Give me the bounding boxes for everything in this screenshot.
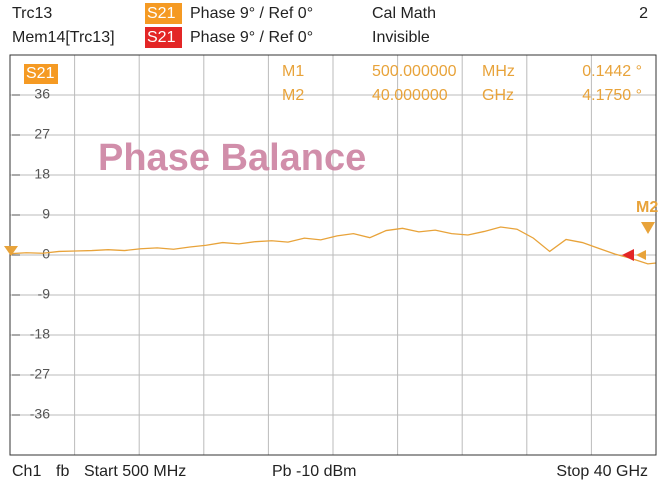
marker-value: 0.1442 ° bbox=[582, 63, 642, 80]
y-tick-label: -27 bbox=[30, 366, 50, 382]
marker-triangle bbox=[641, 222, 655, 234]
marker-stimulus: 500.000000 bbox=[372, 63, 457, 80]
format: Phase 9° / Ref 0° bbox=[190, 29, 313, 46]
y-tick-label: -9 bbox=[38, 286, 51, 302]
marker-name: M1 bbox=[282, 63, 304, 80]
trace-badge bbox=[24, 64, 58, 84]
footer-mode: fb bbox=[56, 463, 69, 480]
trace-name: Trc13 bbox=[12, 5, 52, 22]
s-param: S21 bbox=[147, 29, 176, 46]
marker-stimulus: 40.000000 bbox=[372, 87, 448, 104]
plot-frame bbox=[9, 54, 657, 456]
plot: -36 -27 -18 -9 0 9 18 27 36 bbox=[9, 55, 657, 455]
y-tick-label: 18 bbox=[34, 166, 50, 182]
memory-marker bbox=[622, 249, 634, 261]
s-param-badge bbox=[145, 3, 182, 24]
chart-title: Phase Balance bbox=[98, 137, 366, 179]
format: Phase 9° / Ref 0° bbox=[190, 5, 313, 22]
channel-number: 2 bbox=[639, 5, 648, 22]
y-tick-label: 27 bbox=[34, 126, 50, 142]
s-param: S21 bbox=[147, 5, 176, 22]
marker-unit: GHz bbox=[482, 87, 514, 104]
marker-value: 4.1750 ° bbox=[582, 87, 642, 104]
footer-channel: Ch1 bbox=[12, 463, 41, 480]
y-tick-label: -18 bbox=[30, 326, 50, 342]
footer-power: Pb -10 dBm bbox=[272, 463, 356, 480]
marker-triangle bbox=[4, 246, 18, 256]
s-param-badge bbox=[145, 27, 182, 48]
y-tick-label: 9 bbox=[42, 206, 50, 222]
trace bbox=[9, 226, 657, 265]
footer-stop: Stop 40 GHz bbox=[556, 463, 648, 480]
status: Cal Math bbox=[372, 5, 436, 22]
y-tick-label: 0 bbox=[42, 246, 50, 262]
marker-name: M2 bbox=[282, 87, 304, 104]
status: Invisible bbox=[372, 29, 430, 46]
marker-arrow bbox=[636, 250, 646, 260]
y-tick-label: -36 bbox=[30, 406, 50, 422]
footer-start: Start 500 MHz bbox=[84, 463, 186, 480]
marker-flag: M2 bbox=[636, 199, 658, 216]
memory-trace: Mem14[Trc13] bbox=[12, 29, 115, 46]
marker-unit: MHz bbox=[482, 63, 515, 80]
trace-label: S21 bbox=[26, 65, 55, 82]
y-tick-label: 36 bbox=[34, 86, 50, 102]
